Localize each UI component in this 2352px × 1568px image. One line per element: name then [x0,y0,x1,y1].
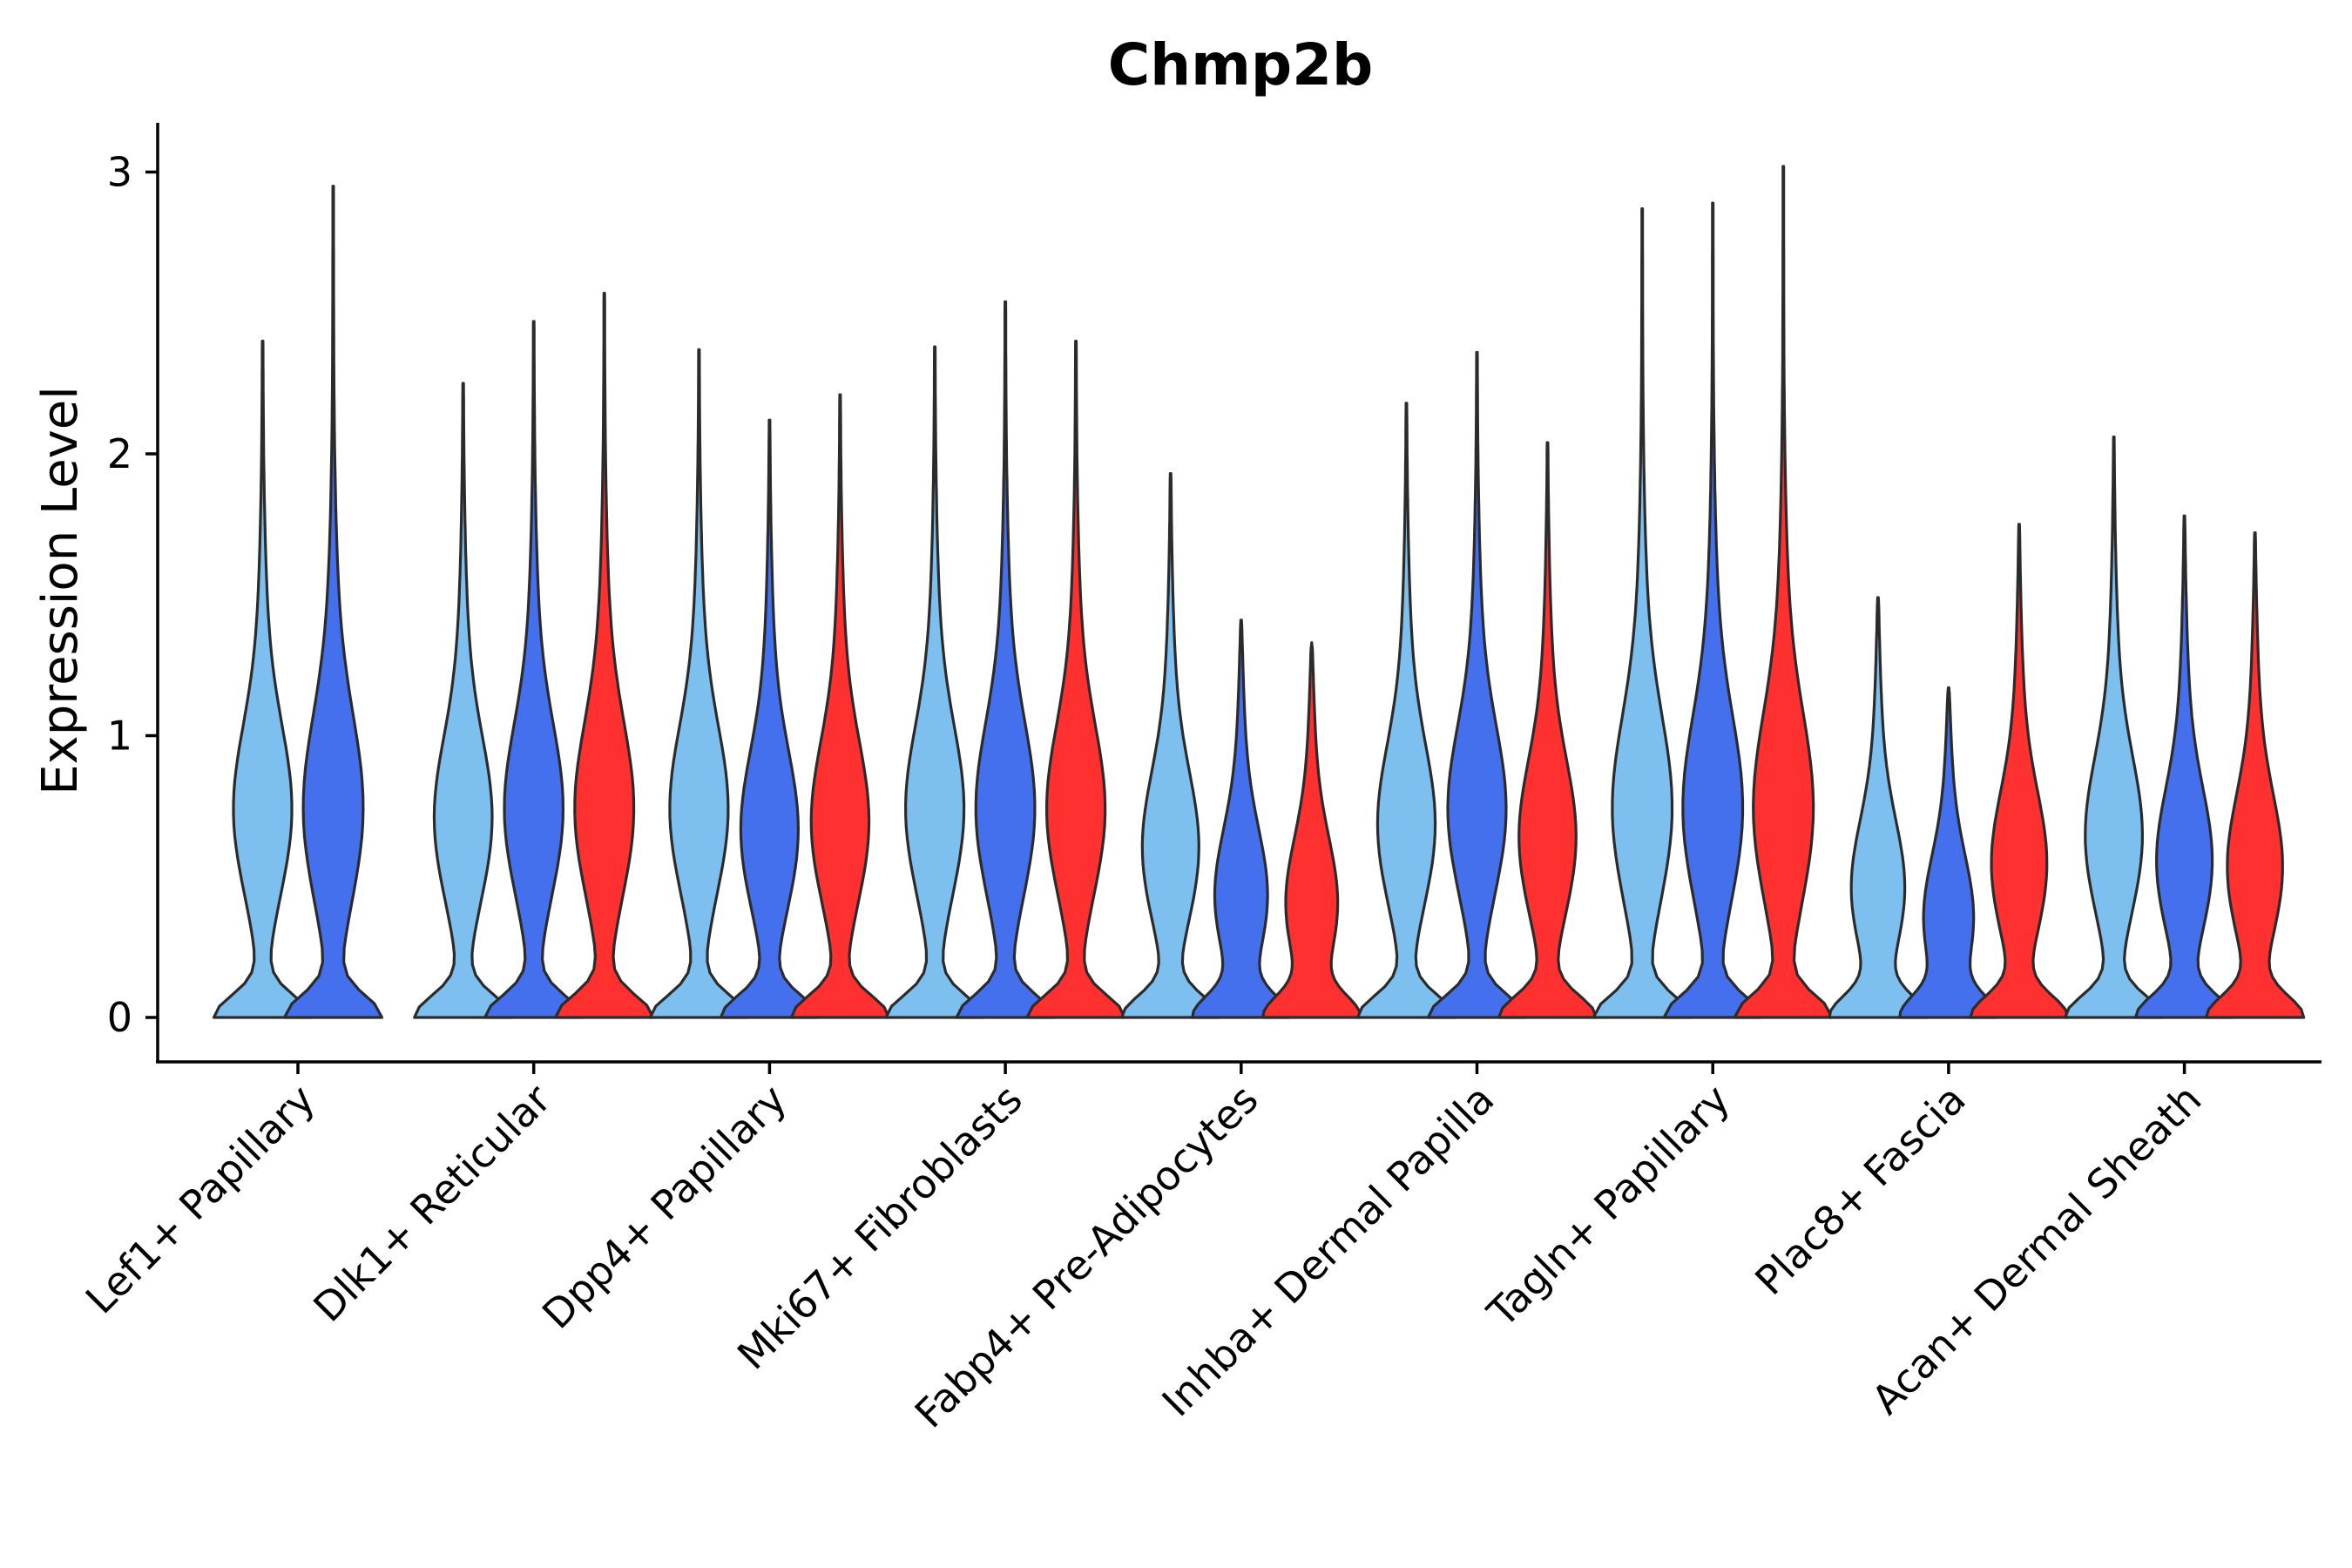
violin [212,340,314,1019]
chart-title: Chmp2b [1108,31,1374,98]
violin [789,393,890,1019]
violin [2134,514,2235,1019]
violin [648,348,749,1019]
violin [1898,686,1999,1019]
violin-group [1828,523,2070,1019]
violins-layer [212,165,2306,1019]
violin [1969,523,2070,1019]
violin [1191,618,1292,1019]
violin [483,320,585,1019]
violin [884,345,985,1019]
violin [1426,350,1528,1019]
y-tick-label: 0 [107,994,132,1041]
y-axis-label: Expression Level [32,386,89,795]
violin [1592,207,1693,1019]
x-tick-label: Tagln+ Papillary [1477,1076,1739,1337]
violin-group [2064,436,2306,1019]
violin [955,300,1056,1019]
violin-group [884,300,1126,1019]
violin [719,418,820,1019]
violin-group [413,292,655,1019]
violin [1355,402,1457,1019]
violin-group [1120,472,1362,1019]
violin [413,382,514,1019]
axes-layer [156,123,2322,1064]
violin [2205,531,2306,1019]
violin-group [648,348,890,1019]
x-tick-label: Plac8+ Fascia [1746,1076,1974,1304]
violin [2064,436,2165,1019]
violin [282,185,384,1019]
y-tick-label: 3 [107,149,132,196]
violin [1261,641,1362,1019]
violin [1120,472,1221,1019]
violin [1662,201,1763,1019]
violin-group [1592,165,1834,1019]
violin [554,292,655,1019]
x-tick-label: Dpp4+ Papillary [533,1076,795,1338]
x-tick-label: Dlk1+ Reticular [304,1076,559,1331]
violin-group [1355,350,1598,1019]
violin [1828,596,1929,1019]
violin-group [212,185,384,1019]
y-tick-label: 2 [107,430,132,477]
violin [1733,165,1834,1019]
violin [1025,340,1126,1019]
y-tick-label: 1 [107,713,132,760]
x-tick-label: Lef1+ Papillary [77,1076,324,1323]
violin [1497,441,1598,1019]
